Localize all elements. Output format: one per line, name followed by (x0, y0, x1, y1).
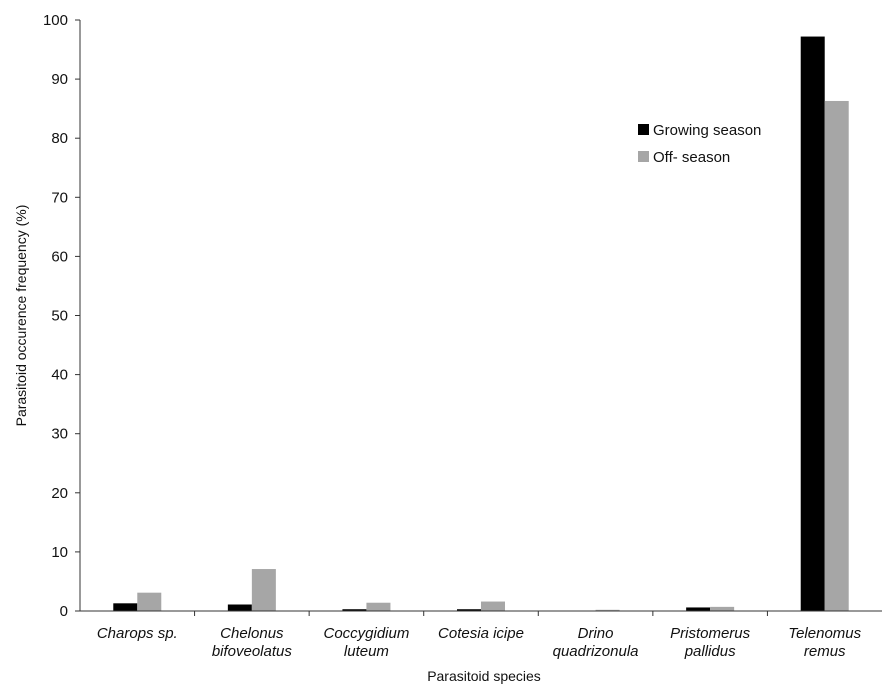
bar-off-season (251, 569, 276, 611)
x-category-label: Charops sp. (97, 625, 178, 642)
y-axis-ticks: 0 10 20 30 40 50 60 70 80 90 100 (43, 12, 80, 620)
x-category-label: Pristomerus (670, 625, 751, 642)
bar-off-season (595, 609, 620, 611)
y-tick-label: 50 (51, 308, 68, 325)
bar-growing-season (227, 604, 252, 611)
bar-growing-season (113, 603, 138, 611)
y-tick-label: 60 (51, 248, 68, 265)
y-tick-label: 30 (51, 426, 68, 443)
x-axis-title: Parasitoid species (427, 668, 541, 684)
x-category-label: quadrizonula (553, 643, 639, 660)
y-tick-label: 20 (51, 485, 68, 502)
x-category-label: Cotesia icipe (438, 625, 524, 642)
x-category-label: bifoveolatus (212, 643, 293, 660)
bar-growing-season (457, 609, 481, 611)
bar-off-season (710, 606, 735, 611)
legend-swatch (638, 151, 649, 162)
x-category-label: luteum (344, 643, 389, 660)
y-tick-label: 40 (51, 367, 68, 384)
x-category-label: Chelonus (220, 625, 284, 642)
y-tick-label: 0 (60, 603, 68, 620)
bar-off-season (137, 592, 162, 611)
y-tick-label: 70 (51, 189, 68, 206)
bar-off-season (481, 601, 505, 611)
bar-off-season (824, 100, 849, 611)
legend-swatch (638, 124, 649, 135)
y-tick-label: 10 (51, 544, 68, 561)
legend-label: Growing season (653, 122, 761, 139)
legend: Growing season Off- season (638, 122, 761, 166)
y-axis-title: Parasitoid occurence frequency (%) (13, 205, 29, 427)
x-category-label: Drino (578, 625, 614, 642)
y-tick-label: 80 (51, 130, 68, 147)
bar-growing-season (800, 36, 825, 612)
x-category-label: Telenomus (788, 625, 861, 642)
bar-off-season (366, 602, 391, 611)
x-category-label: remus (804, 643, 846, 660)
legend-label: Off- season (653, 149, 730, 166)
x-category-label: pallidus (684, 643, 736, 660)
y-tick-label: 100 (43, 12, 68, 29)
bar-growing-season (342, 609, 367, 611)
bars (113, 36, 849, 612)
x-category-label: Coccygidium (323, 625, 409, 642)
bar-growing-season (686, 607, 711, 611)
y-tick-label: 90 (51, 71, 68, 88)
